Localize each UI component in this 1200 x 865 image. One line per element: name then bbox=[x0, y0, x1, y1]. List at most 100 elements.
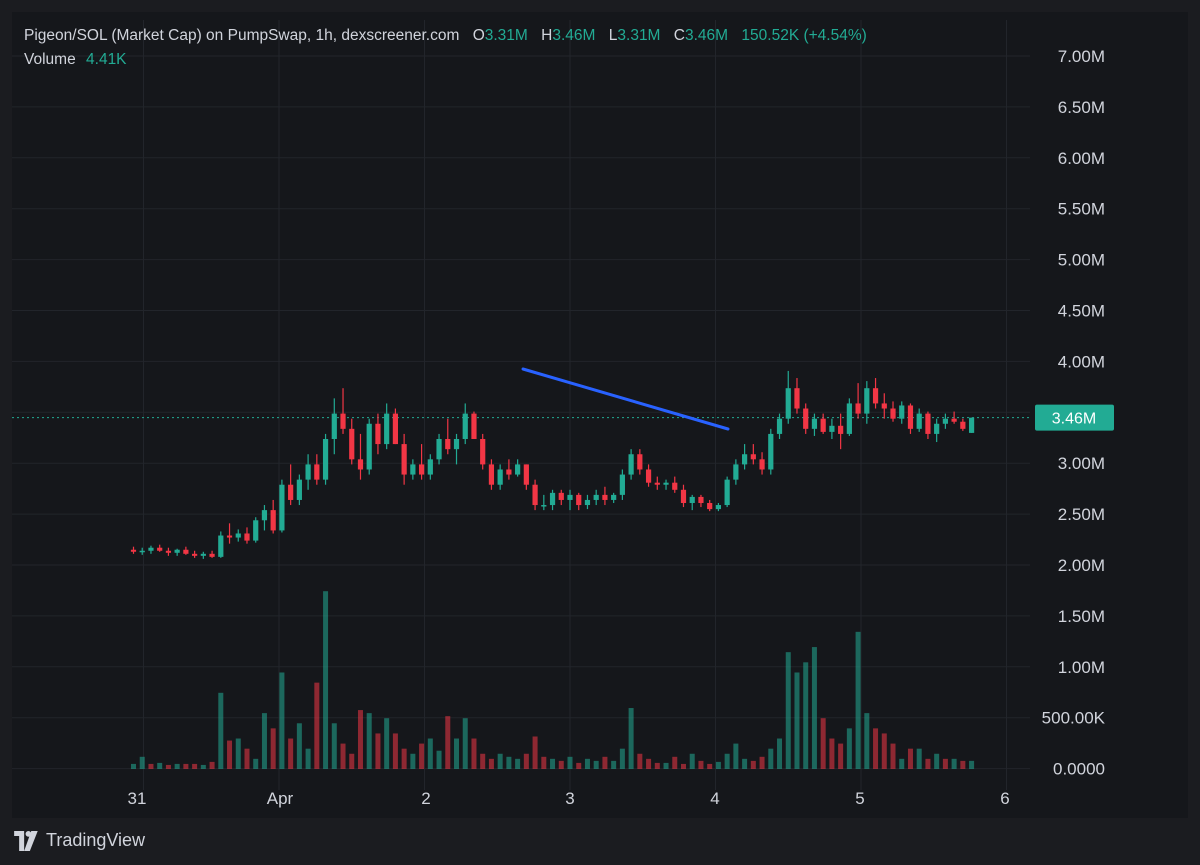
volume-bar bbox=[209, 761, 215, 769]
last-price-badge-text: 3.46M bbox=[1052, 411, 1096, 428]
volume-bar bbox=[873, 728, 879, 769]
volume-bar bbox=[288, 738, 294, 769]
last-price-badge: 3.46M bbox=[1035, 404, 1114, 431]
candle bbox=[785, 370, 791, 424]
trend-line[interactable] bbox=[521, 367, 730, 431]
volume-bar bbox=[366, 713, 372, 769]
candle bbox=[218, 531, 224, 558]
candle bbox=[846, 398, 852, 436]
high-value: 3.46M bbox=[552, 27, 596, 44]
volume-bar bbox=[890, 743, 896, 769]
candle bbox=[532, 479, 538, 511]
volume-bar bbox=[864, 713, 870, 769]
candle bbox=[916, 408, 922, 432]
volume-bar bbox=[584, 758, 590, 769]
volume-bar bbox=[506, 756, 512, 769]
volume-bar bbox=[934, 753, 940, 769]
volume-bar bbox=[707, 763, 713, 769]
volume-bar bbox=[235, 738, 241, 769]
volume-legend: Volume 4.41K bbox=[24, 51, 127, 69]
volume-bar bbox=[253, 758, 259, 769]
candle bbox=[742, 444, 748, 470]
candle bbox=[480, 433, 486, 470]
candle bbox=[759, 452, 765, 475]
time-axis-tick: 2 bbox=[421, 789, 430, 808]
time-axis-tick: Apr bbox=[267, 789, 294, 808]
chart-grid bbox=[12, 20, 1030, 790]
volume-bar bbox=[777, 738, 783, 769]
volume-bar bbox=[838, 743, 844, 769]
candle bbox=[139, 547, 145, 555]
volume-bar bbox=[715, 761, 721, 769]
price-axis-tick: 5.00M bbox=[1058, 251, 1105, 270]
price-axis-tick: 4.50M bbox=[1058, 302, 1105, 321]
candle bbox=[157, 544, 163, 552]
volume-bar bbox=[445, 716, 451, 769]
high-label: H bbox=[541, 27, 553, 44]
candle bbox=[314, 454, 320, 485]
volume-bar bbox=[558, 760, 564, 769]
time-axis: 31 Apr 2 3 4 5 6 bbox=[128, 789, 1010, 808]
candle bbox=[453, 433, 460, 465]
candle bbox=[130, 546, 137, 554]
volume-bar bbox=[261, 713, 267, 769]
volume-bar bbox=[331, 723, 337, 769]
candle bbox=[366, 418, 372, 475]
candle bbox=[715, 503, 722, 512]
candle bbox=[384, 403, 390, 450]
volume-bar bbox=[733, 743, 739, 769]
volume-bar bbox=[637, 753, 643, 769]
volume-bar bbox=[454, 738, 460, 769]
chart-panel[interactable] bbox=[12, 12, 1188, 818]
volume-bar bbox=[375, 733, 381, 769]
price-axis: 7.00M6.50M6.00M5.50M5.00M4.50M4.00M3.50M… bbox=[1042, 47, 1106, 779]
volume-bar bbox=[462, 718, 468, 769]
candle bbox=[829, 418, 835, 439]
volume-bar bbox=[419, 743, 425, 769]
open-label: O bbox=[472, 27, 485, 44]
candle bbox=[645, 464, 652, 487]
candle bbox=[768, 428, 774, 475]
volume-bar bbox=[401, 748, 407, 769]
volume-bar bbox=[811, 647, 817, 769]
candle bbox=[872, 378, 879, 409]
volume-bar bbox=[619, 748, 625, 769]
candle bbox=[890, 401, 896, 422]
candle bbox=[698, 494, 704, 508]
change-value: 150.52K (+4.54%) bbox=[741, 27, 867, 44]
candle bbox=[593, 489, 599, 506]
candle bbox=[567, 489, 573, 511]
tradingview-brand[interactable]: TradingView bbox=[14, 830, 145, 851]
candle bbox=[209, 550, 215, 558]
candle bbox=[803, 403, 809, 434]
volume-bar bbox=[314, 682, 320, 769]
candle bbox=[253, 517, 259, 543]
candle bbox=[427, 454, 433, 480]
volume-bar bbox=[680, 763, 686, 769]
brand-name: TradingView bbox=[46, 830, 146, 850]
volume-bar bbox=[750, 760, 756, 769]
candle bbox=[689, 494, 695, 511]
volume-bar bbox=[611, 760, 617, 769]
volume-value: 4.41K bbox=[86, 51, 127, 68]
time-axis-tick: 31 bbox=[128, 789, 147, 808]
candles bbox=[130, 370, 975, 559]
volume-bar bbox=[349, 753, 355, 769]
price-axis-tick: 2.00M bbox=[1058, 556, 1105, 575]
symbol-title[interactable]: Pigeon/SOL (Market Cap) on PumpSwap, 1h,… bbox=[24, 27, 460, 44]
volume-bar bbox=[602, 756, 608, 769]
volume-bar bbox=[244, 748, 250, 769]
volume-bar bbox=[593, 760, 599, 769]
volume-bar bbox=[279, 672, 285, 769]
candle bbox=[750, 444, 756, 465]
volume-bar bbox=[357, 710, 363, 769]
candle bbox=[838, 413, 844, 450]
price-axis-tick: 6.50M bbox=[1058, 98, 1105, 117]
volume-bar bbox=[759, 756, 765, 769]
volume-bar bbox=[427, 738, 433, 769]
candle bbox=[183, 546, 189, 555]
low-value: 3.31M bbox=[617, 27, 661, 44]
volume-bar bbox=[323, 591, 329, 769]
candle bbox=[619, 469, 625, 500]
